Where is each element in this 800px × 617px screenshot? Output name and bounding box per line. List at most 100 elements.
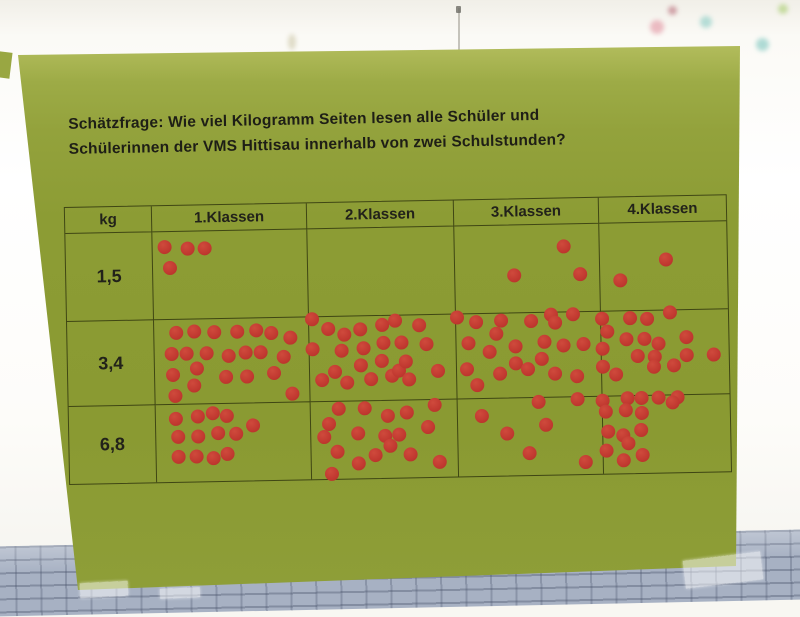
vote-dot-sticker (616, 453, 632, 468)
vote-dot-sticker (218, 369, 234, 385)
poster-content: Schätzfrage: Wie viel Kilogramm Seiten l… (18, 46, 740, 590)
vote-dot-sticker (331, 401, 346, 416)
vote-dot-sticker (667, 357, 682, 373)
vote-dot-sticker (276, 349, 292, 364)
vote-dot-sticker (635, 448, 651, 463)
vote-dot-sticker (186, 378, 201, 394)
vote-dot-sticker (356, 341, 371, 356)
vote-dot-sticker (500, 426, 515, 441)
vote-dot-sticker (596, 359, 611, 374)
vote-dot-sticker (168, 326, 183, 341)
vote-dot-sticker (565, 306, 580, 322)
vote-dot-sticker (598, 404, 613, 419)
column-header-klassen-3: 3.Klassen (453, 197, 600, 227)
column-header-klassen-2: 2.Klassen (306, 200, 455, 230)
vote-dot-sticker (459, 361, 475, 377)
blurred-decoration (668, 6, 677, 15)
vote-dot-sticker (482, 344, 497, 359)
vote-dot-sticker (157, 239, 173, 254)
vote-dot-sticker (623, 310, 638, 326)
vote-dot-sticker (171, 450, 186, 465)
vote-dot-sticker (210, 426, 225, 441)
column-header-klassen-4: 4.Klassen (598, 195, 727, 224)
vote-dot-sticker (190, 409, 205, 424)
vote-dot-sticker (364, 372, 379, 387)
column-header-klassen-1: 1.Klassen (151, 203, 308, 233)
vote-dot-sticker (595, 341, 611, 356)
row-label-1-5: 1,5 (65, 232, 155, 322)
tally-cell-3-4-klassen-2 (304, 311, 458, 403)
blurred-decoration (756, 38, 769, 51)
vote-dot-sticker (388, 313, 403, 328)
vote-dot-sticker (522, 445, 537, 460)
vote-dot-sticker (520, 362, 535, 377)
vote-dot-sticker (394, 335, 409, 350)
vote-dot-sticker (608, 367, 624, 382)
vote-dot-sticker (221, 348, 236, 363)
vote-dot-sticker (646, 359, 662, 375)
vote-dot-sticker (334, 344, 349, 359)
vote-dot-sticker (576, 336, 591, 352)
tape-bottom-left (79, 580, 129, 599)
vote-dot-sticker (187, 324, 202, 339)
vote-dot-sticker (470, 378, 485, 393)
vote-dot-sticker (665, 395, 680, 410)
vote-dot-sticker (548, 315, 563, 330)
vote-dot-sticker (168, 389, 183, 404)
vote-dot-sticker (450, 310, 465, 325)
vote-dot-sticker (433, 455, 448, 470)
vote-dot-sticker (240, 369, 255, 384)
vote-dot-sticker (651, 390, 666, 406)
vote-dot-sticker (538, 417, 554, 432)
vote-dot-sticker (555, 338, 571, 353)
vote-dot-sticker (679, 347, 694, 362)
vote-dot-sticker (374, 353, 389, 368)
vote-dot-sticker (431, 363, 446, 379)
vote-dot-sticker (427, 397, 442, 412)
column-header-kg: kg (64, 206, 153, 234)
vote-dot-sticker (578, 454, 593, 469)
window-frame-line (458, 8, 460, 50)
vote-dot-sticker (327, 364, 342, 379)
vote-dot-sticker (170, 430, 185, 445)
blurred-decoration (778, 4, 788, 14)
vote-dot-sticker (314, 372, 329, 388)
vote-dot-sticker (238, 345, 253, 361)
vote-dot-sticker (325, 467, 340, 482)
vote-dot-sticker (679, 329, 694, 345)
vote-dot-sticker (220, 446, 235, 462)
vote-dot-sticker (230, 325, 245, 340)
vote-dot-sticker (282, 330, 298, 345)
vote-dot-sticker (403, 447, 419, 462)
vote-dot-sticker (189, 361, 204, 376)
vote-dot-sticker (639, 311, 654, 326)
tally-cell-6-8-klassen-3 (457, 392, 605, 477)
vote-dot-sticker (381, 408, 396, 423)
vote-dot-sticker (569, 368, 584, 384)
tape-bottom-left-2 (159, 587, 201, 599)
vote-dot-sticker (337, 327, 352, 343)
vote-dot-sticker (493, 366, 508, 381)
vote-dot-sticker (635, 405, 650, 421)
vote-dot-sticker (598, 443, 614, 458)
vote-dot-sticker (469, 314, 484, 329)
vote-dot-sticker (353, 357, 369, 373)
blurred-decoration (288, 34, 296, 50)
vote-dot-sticker (330, 444, 345, 459)
vote-dot-sticker (179, 346, 195, 361)
vote-dot-sticker (556, 239, 572, 254)
vote-dot-sticker (601, 424, 616, 439)
vote-dot-sticker (199, 345, 215, 361)
vote-dot-sticker (375, 318, 390, 333)
vote-dot-sticker (651, 336, 666, 351)
vote-dot-sticker (317, 429, 332, 444)
tally-table: kg 1.Klassen 2.Klassen 3.Klassen 4.Klass… (63, 194, 733, 485)
vote-dot-sticker (166, 367, 181, 382)
vote-dot-sticker (569, 392, 585, 407)
tally-cell-1-5-klassen-4 (599, 221, 728, 312)
vote-dot-sticker (534, 351, 549, 367)
vote-dot-sticker (460, 336, 476, 351)
vote-dot-sticker (630, 348, 645, 363)
vote-dot-sticker (264, 326, 279, 341)
vote-dot-sticker (637, 331, 652, 346)
